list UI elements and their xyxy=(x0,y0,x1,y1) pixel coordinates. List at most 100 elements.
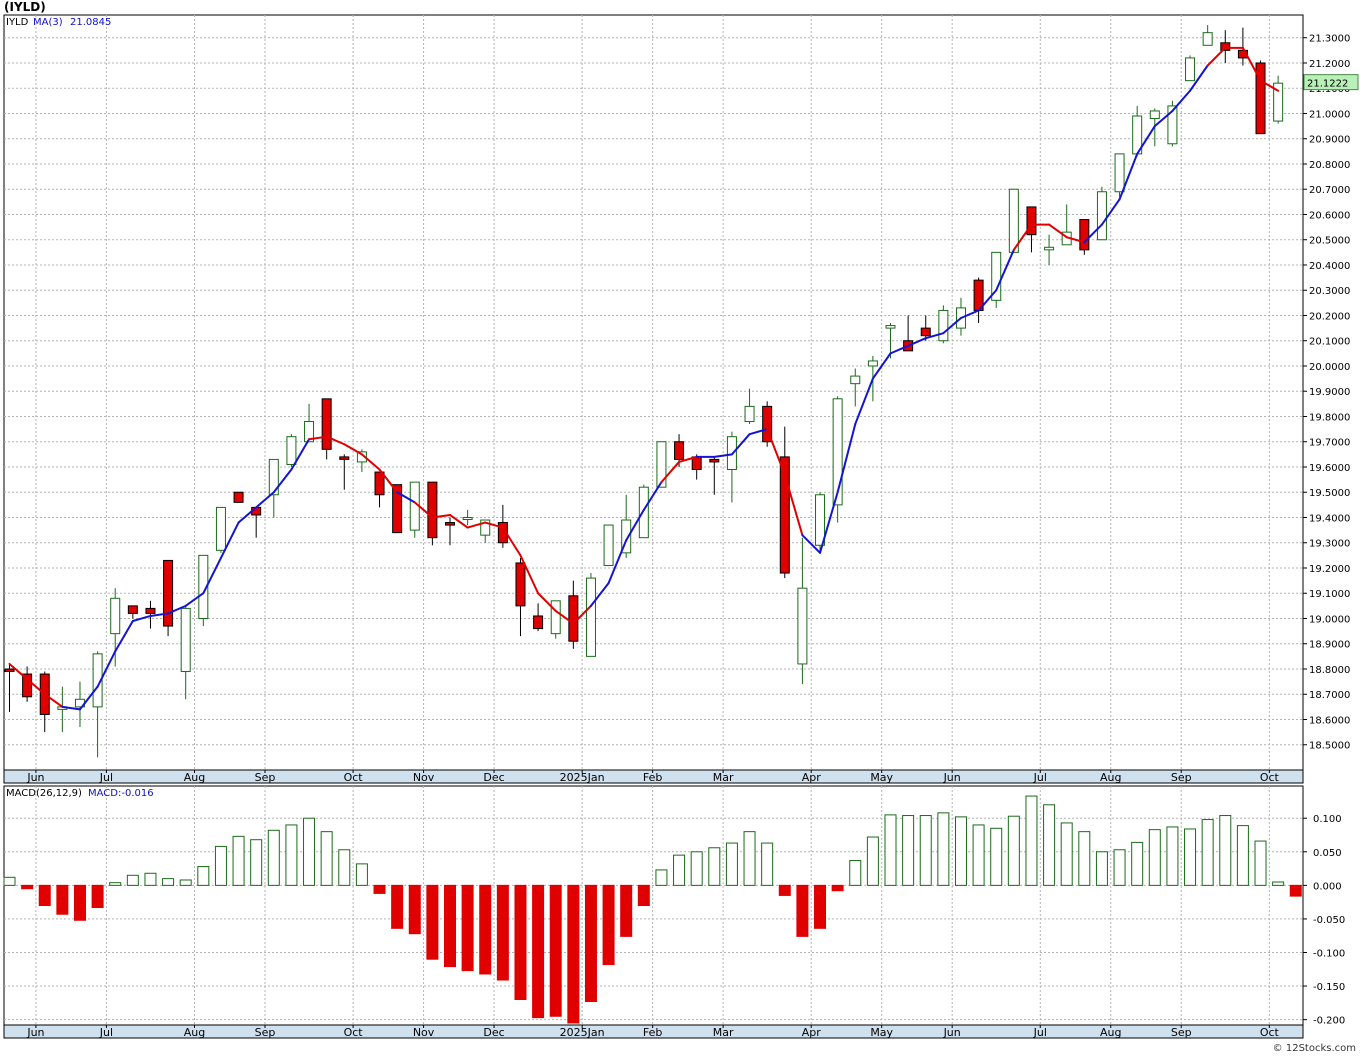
ma3-segment xyxy=(836,423,857,494)
y-tick-label: 20.8000 xyxy=(1309,160,1350,171)
ma3-segment xyxy=(431,513,451,519)
candle-body xyxy=(603,524,614,566)
ma3-segment xyxy=(625,508,645,542)
ma3-segment xyxy=(889,344,910,355)
x-tick-label: Oct xyxy=(1260,771,1280,784)
ma3-segment xyxy=(167,604,187,615)
candle xyxy=(4,663,15,712)
candle xyxy=(22,666,33,702)
candle xyxy=(92,651,103,758)
macd-bar xyxy=(1272,881,1285,886)
candle-body xyxy=(339,456,350,460)
ma3-segment xyxy=(713,453,733,458)
ma3-segment xyxy=(449,513,469,529)
ma3-segment xyxy=(1083,223,1103,244)
y-tick-label: 19.1000 xyxy=(1309,589,1350,600)
macd-bar xyxy=(1201,819,1214,886)
candle xyxy=(1220,30,1231,63)
macd-bar xyxy=(109,882,122,886)
x-tick-label: Sep xyxy=(255,771,276,784)
candle xyxy=(268,458,279,518)
candle-body xyxy=(920,327,931,337)
candle-body xyxy=(233,491,244,503)
ma3-segment xyxy=(783,473,804,537)
y-tick-label: 19.5000 xyxy=(1309,488,1350,499)
macd-bar xyxy=(725,842,738,886)
macd-bar xyxy=(902,815,915,886)
ma3-segment xyxy=(413,501,434,519)
candle xyxy=(304,403,315,443)
ma-legend-value: 21.0845 xyxy=(70,17,111,28)
x-tick-label: Oct xyxy=(344,1026,364,1039)
macd-bar xyxy=(179,879,192,886)
price-date-axis: Jun Jul Aug Sep Oct Nov Dec 2025Jan Feb Mar Apr May… xyxy=(3,769,1304,784)
candle xyxy=(374,471,385,508)
ma3-segment xyxy=(308,435,328,441)
ma3-segment xyxy=(1189,64,1209,92)
ma3-segment xyxy=(678,455,698,463)
x-tick-label: Aug xyxy=(1100,1026,1121,1039)
macd-bar xyxy=(866,836,879,886)
date-axis-band xyxy=(3,1024,1304,1039)
ma3-segment xyxy=(484,521,504,529)
candle-body xyxy=(550,600,561,635)
ma3-segment xyxy=(149,612,170,617)
candle xyxy=(744,388,755,425)
candles xyxy=(4,25,1284,758)
candle xyxy=(445,517,455,546)
candle-body xyxy=(462,516,473,520)
macd-legend-value: MACD:-0.016 xyxy=(88,788,154,799)
candle-body xyxy=(392,484,403,534)
ma3-segment xyxy=(343,443,363,456)
x-tick-label: Jul xyxy=(1033,1026,1047,1039)
ma3-segment xyxy=(871,352,892,380)
candle xyxy=(1202,25,1213,46)
x-tick-label: Mar xyxy=(713,1026,734,1039)
candle xyxy=(938,305,949,344)
macd-bar xyxy=(831,884,844,892)
ma-legend-label: MA(3) xyxy=(33,17,63,28)
candle xyxy=(1273,75,1284,124)
x-tick-label: Aug xyxy=(1100,771,1121,784)
macd-bar xyxy=(91,884,104,909)
macd-bar xyxy=(937,812,950,886)
ma3-line xyxy=(8,46,1280,711)
macd-bars xyxy=(3,795,1302,1024)
candle xyxy=(497,504,508,548)
candle xyxy=(603,524,614,566)
y-tick-label: 19.6000 xyxy=(1309,463,1350,474)
macd-bar xyxy=(1184,828,1197,886)
ma3-segment xyxy=(466,521,487,529)
candle-body xyxy=(198,554,209,619)
symbol-label: IYLD xyxy=(6,17,29,28)
ma3-segment xyxy=(1241,46,1262,82)
macd-date-axis: Jun Jul Aug Sep Oct Nov Dec 2025Jan Feb Mar Apr May… xyxy=(3,1024,1304,1039)
candle xyxy=(321,398,332,460)
y-tick-label: 21.3000 xyxy=(1309,34,1350,45)
candle xyxy=(215,506,226,553)
candle xyxy=(356,449,367,473)
y-tick-label: 21.2000 xyxy=(1309,59,1350,70)
ma3-segment xyxy=(255,491,275,509)
macd-bar xyxy=(1236,825,1249,886)
macd-bar xyxy=(620,884,633,937)
y-tick-label: 20.2000 xyxy=(1309,311,1350,322)
ma3-segment xyxy=(907,337,927,347)
candle xyxy=(286,434,297,467)
y-tick-label: 20.3000 xyxy=(1309,286,1350,297)
last-price-tag: 21.1222 xyxy=(1303,74,1359,91)
last-price-value: 21.1222 xyxy=(1307,79,1348,90)
ma3-segment xyxy=(959,309,980,320)
ma3-segment xyxy=(61,705,81,711)
candle-body xyxy=(163,559,174,627)
macd-bar xyxy=(197,866,210,886)
candle-body xyxy=(867,360,878,367)
candle-body xyxy=(1220,42,1231,51)
candle-body xyxy=(180,607,191,673)
candle-body xyxy=(621,519,632,554)
candle-body xyxy=(356,451,367,463)
macd-bar xyxy=(144,872,157,886)
candle-body xyxy=(1202,32,1213,46)
y-tick-label: 18.5000 xyxy=(1309,741,1350,752)
ma3-segment xyxy=(519,554,540,595)
